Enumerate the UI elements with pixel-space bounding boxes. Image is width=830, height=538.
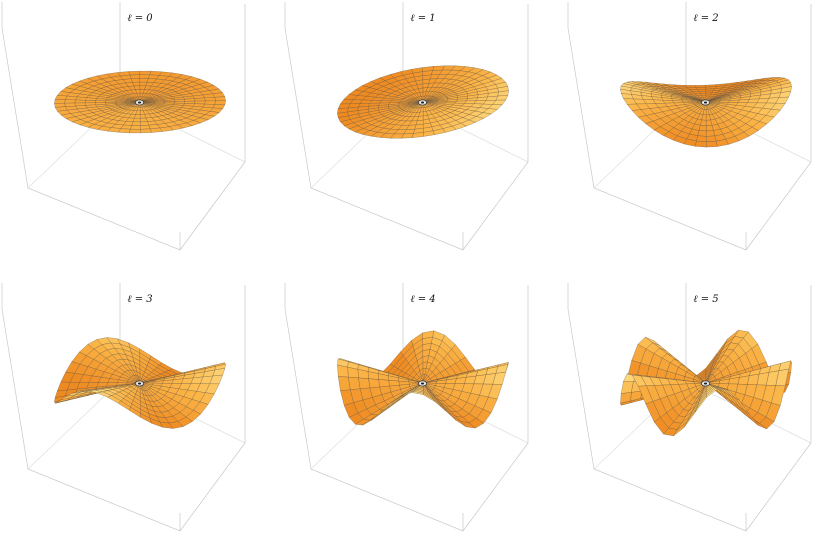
surface-patch	[204, 100, 216, 105]
panel-grid: ℓ = 0 ℓ = 1 ℓ = 2 ℓ = 3 ℓ = 4 ℓ = 5	[1, 2, 812, 532]
center-point-core	[137, 101, 142, 104]
surface-patch	[174, 99, 186, 102]
surface-patch	[728, 99, 740, 103]
surface-5	[620, 329, 792, 437]
surface-patch	[130, 125, 141, 130]
surface-patch	[673, 135, 688, 145]
panel-title: ℓ = 4	[410, 294, 435, 305]
surface-patch	[214, 96, 226, 101]
center-point-core	[137, 382, 142, 385]
center-point-core	[703, 101, 708, 104]
surface-patch	[139, 74, 150, 79]
surface-patch	[390, 393, 404, 403]
panel-4: ℓ = 4	[284, 283, 529, 532]
surface-patch	[139, 78, 149, 83]
surface-patch	[706, 125, 714, 132]
surface-patch	[204, 97, 216, 102]
surface-patch	[337, 376, 351, 391]
surface-patch	[128, 70, 140, 76]
surface-patch	[139, 70, 152, 75]
surface-patch	[368, 378, 380, 389]
surface-patch	[697, 130, 707, 137]
center-point-core	[703, 382, 708, 385]
center-point-core	[420, 382, 425, 385]
surface-patch	[706, 130, 716, 137]
surface-patch	[706, 141, 718, 148]
panel-0: ℓ = 0	[1, 2, 246, 251]
surface-patch	[672, 100, 684, 104]
box-right-edges	[179, 4, 246, 251]
panel-1: ℓ = 1	[284, 2, 529, 251]
surface-patch	[694, 140, 707, 148]
surface-patch	[74, 99, 86, 104]
bounding-box	[1, 283, 246, 532]
panel-title: ℓ = 0	[127, 13, 153, 24]
surface-patch	[390, 133, 405, 139]
panel-title: ℓ = 2	[693, 13, 718, 24]
panel-3: ℓ = 3	[1, 283, 246, 532]
surface-patch	[411, 132, 424, 138]
surface-patch	[129, 74, 140, 79]
surface-patch	[378, 379, 390, 388]
surface-patch	[54, 99, 66, 104]
surface-patch	[84, 100, 96, 104]
surface-patch	[706, 135, 717, 142]
surface-patch	[140, 117, 148, 123]
panel-5: ℓ = 5	[567, 283, 812, 532]
surface-patch	[696, 135, 707, 142]
surface-patch	[673, 421, 687, 437]
surface-patch	[214, 100, 226, 105]
panel-title: ℓ = 5	[693, 294, 718, 305]
surface-patch	[107, 395, 122, 404]
panel-title: ℓ = 3	[127, 294, 152, 305]
surface-patch	[128, 129, 141, 134]
surface-patch	[139, 81, 148, 86]
surface-patch	[107, 127, 122, 133]
surface-patch	[620, 381, 634, 394]
surface-patch	[54, 95, 68, 100]
surface-patch	[358, 377, 371, 389]
surface-patch	[194, 97, 206, 102]
surface-1	[337, 65, 509, 139]
surface-2	[620, 77, 792, 148]
surface-patch	[140, 121, 150, 126]
box-right-edges	[462, 4, 529, 251]
panel-title: ℓ = 1	[410, 13, 435, 24]
panel-2: ℓ = 2	[567, 2, 812, 251]
center-point-core	[420, 101, 425, 104]
surface-4	[337, 330, 509, 429]
surface-patch	[140, 128, 152, 134]
surface-patch	[140, 125, 151, 130]
surface-patch	[75, 96, 88, 101]
surface-patch	[64, 99, 76, 104]
surface-patch	[184, 98, 196, 102]
